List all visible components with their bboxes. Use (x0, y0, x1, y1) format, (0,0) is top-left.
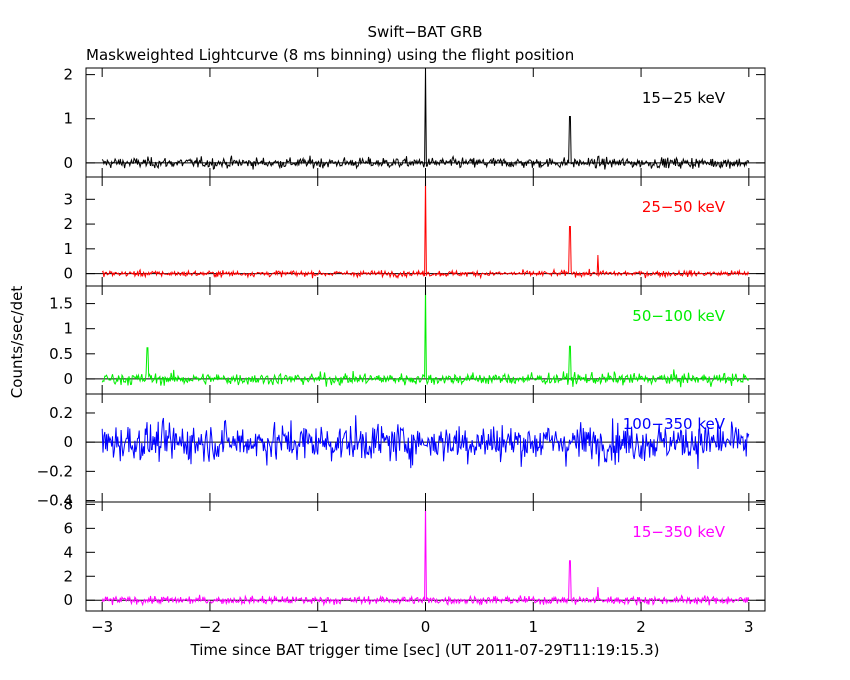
x-tick-label: −3 (91, 618, 113, 636)
y-tick-label: 0.5 (49, 345, 73, 363)
panel-4: −0.4 −0.2 0 0.2 100−350 keV (37, 393, 766, 510)
y-tick-label: 1 (63, 240, 73, 258)
band-label: 100−350 keV (623, 415, 726, 433)
x-tick-label: 0 (421, 618, 431, 636)
y-tick-label: 8 (63, 495, 73, 513)
y-tick-label: 3 (63, 190, 73, 208)
x-tick-label: 3 (744, 618, 754, 636)
y-tick-label: 6 (63, 519, 73, 537)
series-line (101, 286, 750, 388)
y-tick-label: −0.4 (37, 492, 73, 510)
panel-5: 0 2 4 6 8 15−350 keV (63, 495, 766, 612)
y-tick-label: 2 (63, 215, 73, 233)
y-tick-label: 0.2 (49, 404, 73, 422)
y-tick-label: 0 (63, 154, 73, 172)
y-tick-label: 1.5 (49, 295, 73, 313)
chart-title: Swift−BAT GRB (367, 23, 482, 41)
chart-subtitle: Maskweighted Lightcurve (8 ms binning) u… (86, 46, 574, 64)
band-label: 50−100 keV (632, 307, 725, 325)
y-tick-label: 2 (63, 66, 73, 84)
x-tick-label: 2 (636, 618, 646, 636)
series-line (101, 177, 750, 280)
x-axis-label: Time since BAT trigger time [sec] (UT 20… (190, 641, 660, 659)
series-line (101, 68, 750, 170)
y-tick-label: 0 (63, 591, 73, 609)
panel-1: 0 1 2 15−25 keV (63, 66, 766, 178)
series-line (101, 502, 750, 607)
y-tick-label: −0.2 (37, 462, 73, 480)
x-tick-label: 1 (529, 618, 539, 636)
y-tick-label: 4 (63, 543, 73, 561)
y-axis-label: Counts/sec/det (8, 286, 26, 399)
y-tick-label: 1 (63, 110, 73, 128)
y-tick-label: 0 (63, 370, 73, 388)
panel-2: 0 1 2 3 25−50 keV (63, 176, 766, 287)
y-tick-label: 0 (63, 265, 73, 283)
band-label: 15−25 keV (642, 89, 726, 107)
band-label: 15−350 keV (632, 523, 725, 541)
y-tick-label: 0 (63, 433, 73, 451)
panels-group: 0 1 2 15−25 keV 0 1 2 3 25−50 keV 0 0.5 1 1.5 50−100 … (37, 66, 766, 636)
band-label: 25−50 keV (642, 198, 726, 216)
series-line (101, 415, 750, 470)
y-tick-label: 2 (63, 567, 73, 585)
x-tick-label: −2 (199, 618, 221, 636)
panel-3: 0 0.5 1 1.5 50−100 keV (49, 285, 766, 395)
y-tick-label: 1 (63, 320, 73, 338)
x-tick-label: −1 (307, 618, 329, 636)
